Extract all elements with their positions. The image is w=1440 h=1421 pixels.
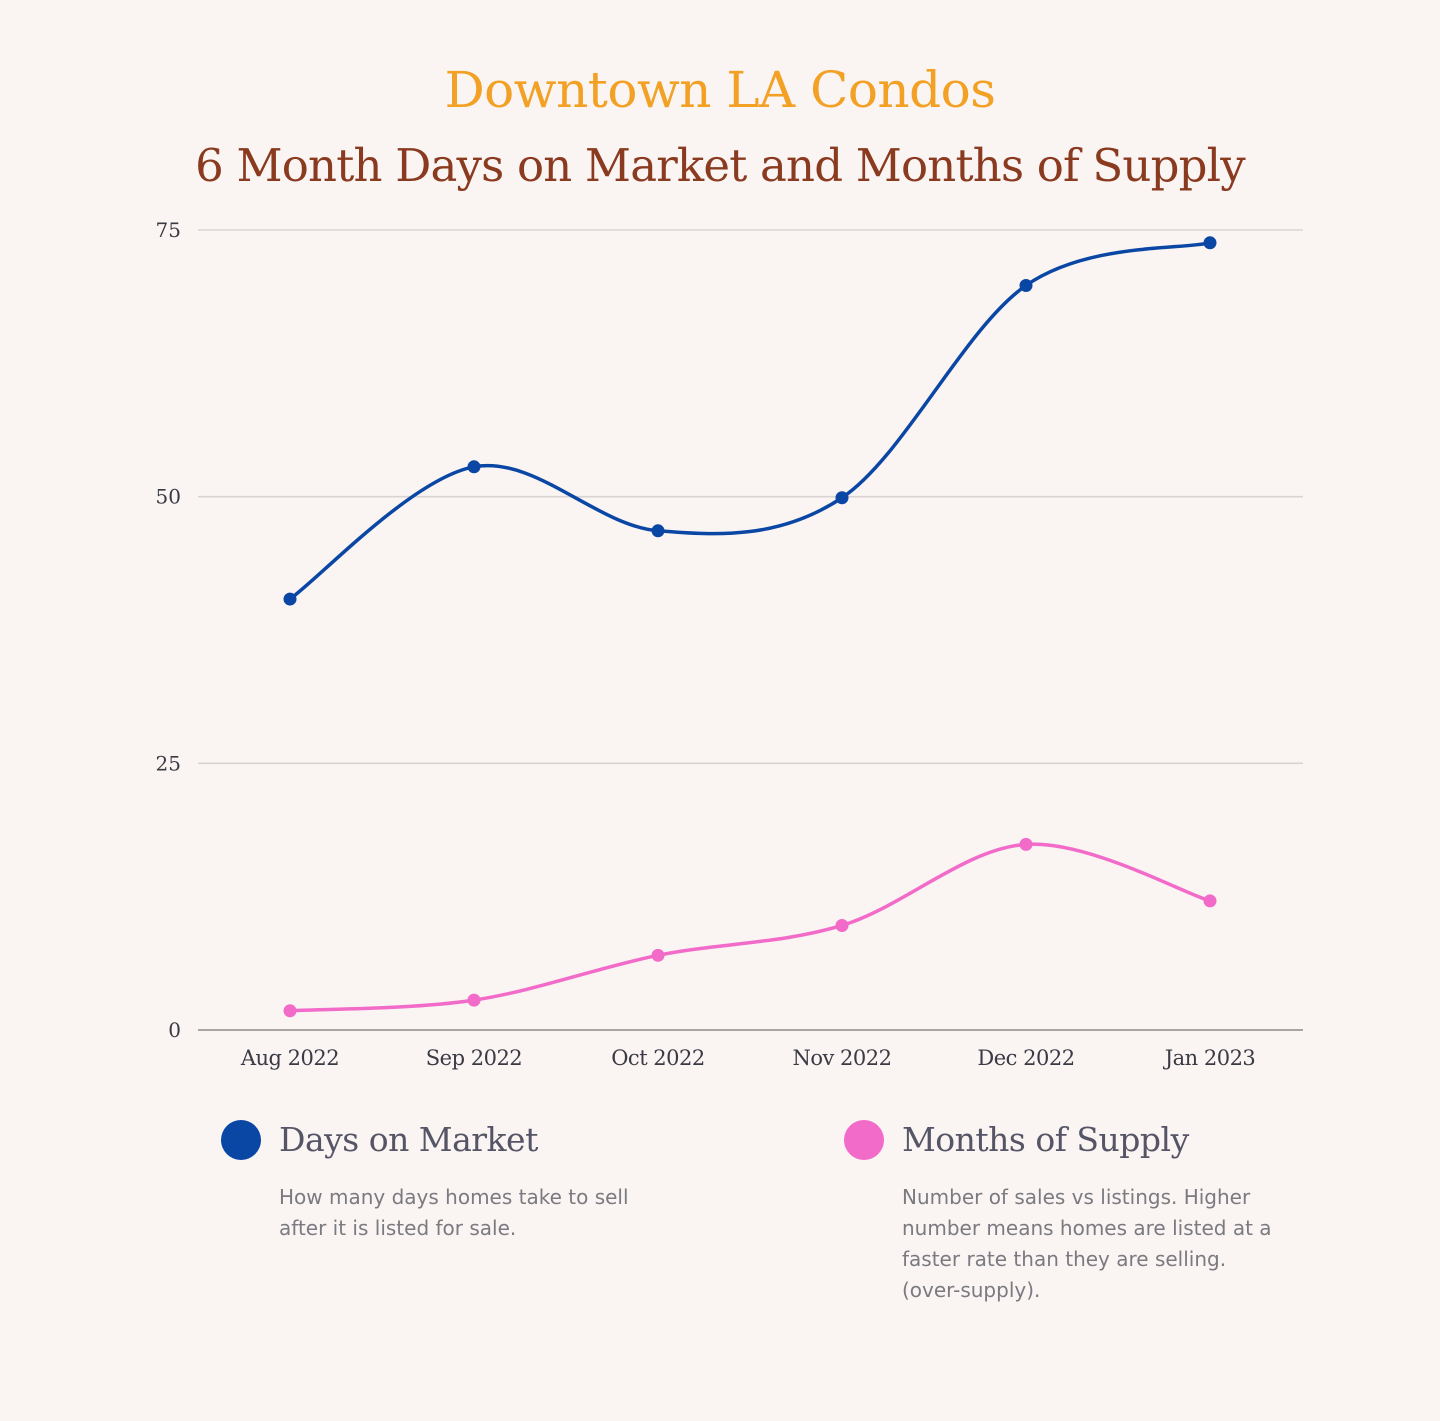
data-point-0-4 [1019, 278, 1033, 292]
x-tick-label-2: Oct 2022 [611, 1046, 705, 1070]
x-tick-label-5: Jan 2023 [1163, 1046, 1256, 1070]
x-axis-ticks: Aug 2022 Sep 2022 Oct 2022 Nov 2022 Dec 2022… [240, 1046, 1256, 1070]
series-line-1 [288, 842, 1212, 1013]
legend-swatch-days-on-market [221, 1120, 261, 1160]
gridlines [198, 229, 1303, 1031]
x-tick-label-1: Sep 2022 [426, 1046, 522, 1070]
data-point-0-5 [1203, 236, 1217, 250]
legend-label-months-of-supply: Months of Supply [902, 1120, 1189, 1159]
legend-description-days-on-market: How many days homes take to sell after i… [279, 1185, 629, 1240]
data-point-1-1 [467, 993, 481, 1007]
data-point-1-0 [283, 1004, 297, 1018]
x-tick-label-4: Dec 2022 [977, 1046, 1074, 1070]
y-tick-label-0: 0 [168, 1018, 181, 1042]
data-point-1-4 [1019, 837, 1033, 851]
data-point-1-2 [651, 948, 665, 962]
series-lines [288, 241, 1212, 1013]
y-tick-label-75: 75 [156, 218, 181, 242]
data-point-1-5 [1203, 894, 1217, 908]
y-axis-ticks: 0 25 50 75 [156, 218, 181, 1042]
data-point-1-3 [835, 918, 849, 932]
legend-label-days-on-market: Days on Market [279, 1120, 538, 1159]
chart-subtitle: 6 Month Days on Market and Months of Sup… [195, 139, 1245, 192]
series-points [283, 236, 1217, 1018]
data-point-0-1 [467, 460, 481, 474]
data-point-0-3 [835, 491, 849, 505]
y-tick-label-50: 50 [156, 485, 181, 509]
legend-description-months-of-supply: Number of sales vs listings. Higher numb… [902, 1185, 1272, 1302]
series-line-0 [288, 241, 1212, 601]
y-tick-label-25: 25 [156, 751, 181, 775]
x-tick-label-3: Nov 2022 [792, 1046, 891, 1070]
x-tick-label-0: Aug 2022 [240, 1046, 339, 1070]
chart-title: Downtown LA Condos [444, 61, 996, 119]
data-point-0-0 [283, 592, 297, 606]
data-point-0-2 [651, 524, 665, 538]
legend-swatch-months-of-supply [844, 1120, 884, 1160]
